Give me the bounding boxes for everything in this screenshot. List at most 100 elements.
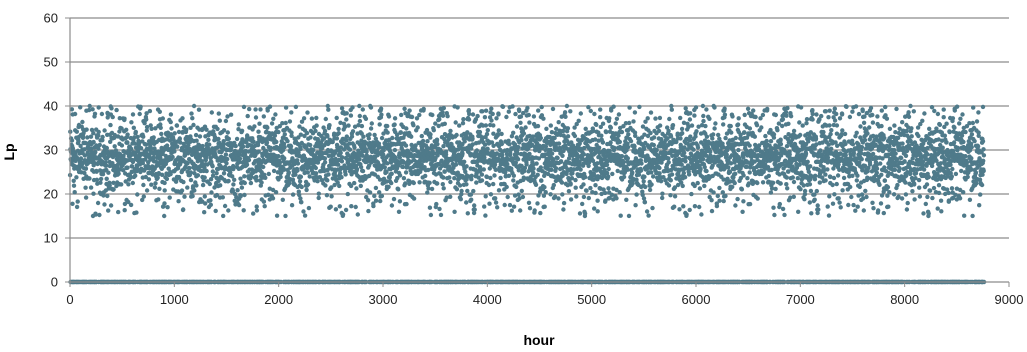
data-point (609, 108, 614, 113)
data-point (584, 188, 589, 193)
data-point (316, 191, 321, 196)
data-point (178, 140, 183, 145)
data-point (325, 103, 330, 109)
data-point (883, 104, 888, 110)
data-point (474, 180, 479, 185)
data-point (747, 143, 752, 148)
data-point (772, 212, 777, 218)
data-point (506, 173, 512, 178)
data-point (323, 116, 328, 122)
data-point (755, 196, 760, 201)
data-point (153, 181, 158, 186)
data-point (778, 181, 783, 186)
data-point (130, 112, 136, 117)
data-point (613, 121, 618, 126)
data-point (210, 164, 215, 169)
data-point (390, 135, 395, 141)
data-point (93, 149, 98, 155)
data-point (666, 183, 672, 188)
data-point (860, 108, 865, 114)
data-point (581, 152, 586, 157)
data-point (489, 118, 494, 123)
data-point (144, 188, 150, 193)
data-point (885, 185, 891, 190)
data-point (339, 106, 345, 111)
data-point (518, 120, 523, 126)
data-point (825, 155, 831, 160)
data-point (780, 123, 785, 129)
data-point (232, 177, 237, 182)
data-point (861, 208, 866, 213)
data-point (147, 108, 153, 114)
data-point (265, 125, 270, 130)
data-point (398, 130, 403, 135)
data-point (721, 198, 726, 204)
data-point (164, 176, 170, 182)
data-point (656, 128, 662, 134)
data-point (813, 173, 818, 178)
data-point (695, 180, 700, 186)
data-point (141, 134, 146, 139)
data-point (472, 203, 477, 208)
data-point (651, 135, 657, 140)
data-point (106, 170, 111, 175)
data-point (816, 207, 821, 212)
data-point (519, 188, 524, 194)
data-point (830, 182, 835, 188)
data-point (854, 178, 859, 183)
data-point (372, 132, 377, 138)
data-point (256, 149, 261, 154)
data-point (736, 147, 741, 153)
data-point (162, 188, 167, 193)
data-point (274, 213, 280, 218)
data-point (511, 204, 517, 209)
data-point (221, 128, 227, 133)
data-point (94, 177, 100, 182)
data-point (336, 126, 341, 132)
data-point (328, 204, 333, 209)
data-point (733, 135, 738, 141)
data-point (89, 127, 95, 133)
data-point (230, 174, 235, 179)
data-point (856, 111, 862, 117)
data-point (867, 125, 872, 130)
data-point (627, 120, 632, 126)
data-point (517, 108, 522, 114)
data-point (899, 155, 904, 161)
data-point (458, 197, 463, 202)
data-point (176, 199, 181, 204)
data-point (798, 132, 803, 138)
data-point (788, 114, 794, 119)
data-point (164, 143, 170, 148)
data-point (499, 141, 504, 147)
data-point (753, 114, 758, 120)
data-point (111, 187, 116, 192)
data-point (670, 123, 676, 128)
data-point (334, 115, 339, 121)
data-point (156, 171, 161, 176)
data-point (637, 104, 642, 110)
data-point (785, 186, 790, 191)
data-point (452, 176, 457, 181)
data-point (258, 107, 263, 112)
data-point (578, 111, 583, 116)
data-point (112, 132, 118, 138)
data-point (366, 208, 371, 214)
data-point (660, 191, 665, 196)
data-point (496, 112, 501, 117)
data-point (636, 172, 642, 177)
data-point (242, 174, 247, 179)
data-point (457, 123, 462, 128)
data-point (128, 175, 133, 180)
data-point (146, 177, 152, 182)
data-point (261, 164, 266, 170)
data-point (144, 111, 149, 116)
data-point (490, 111, 495, 117)
data-point (851, 202, 856, 208)
data-point (627, 105, 632, 110)
data-point (411, 196, 417, 201)
data-point (425, 190, 430, 195)
data-point (722, 112, 728, 117)
data-point (814, 112, 819, 117)
